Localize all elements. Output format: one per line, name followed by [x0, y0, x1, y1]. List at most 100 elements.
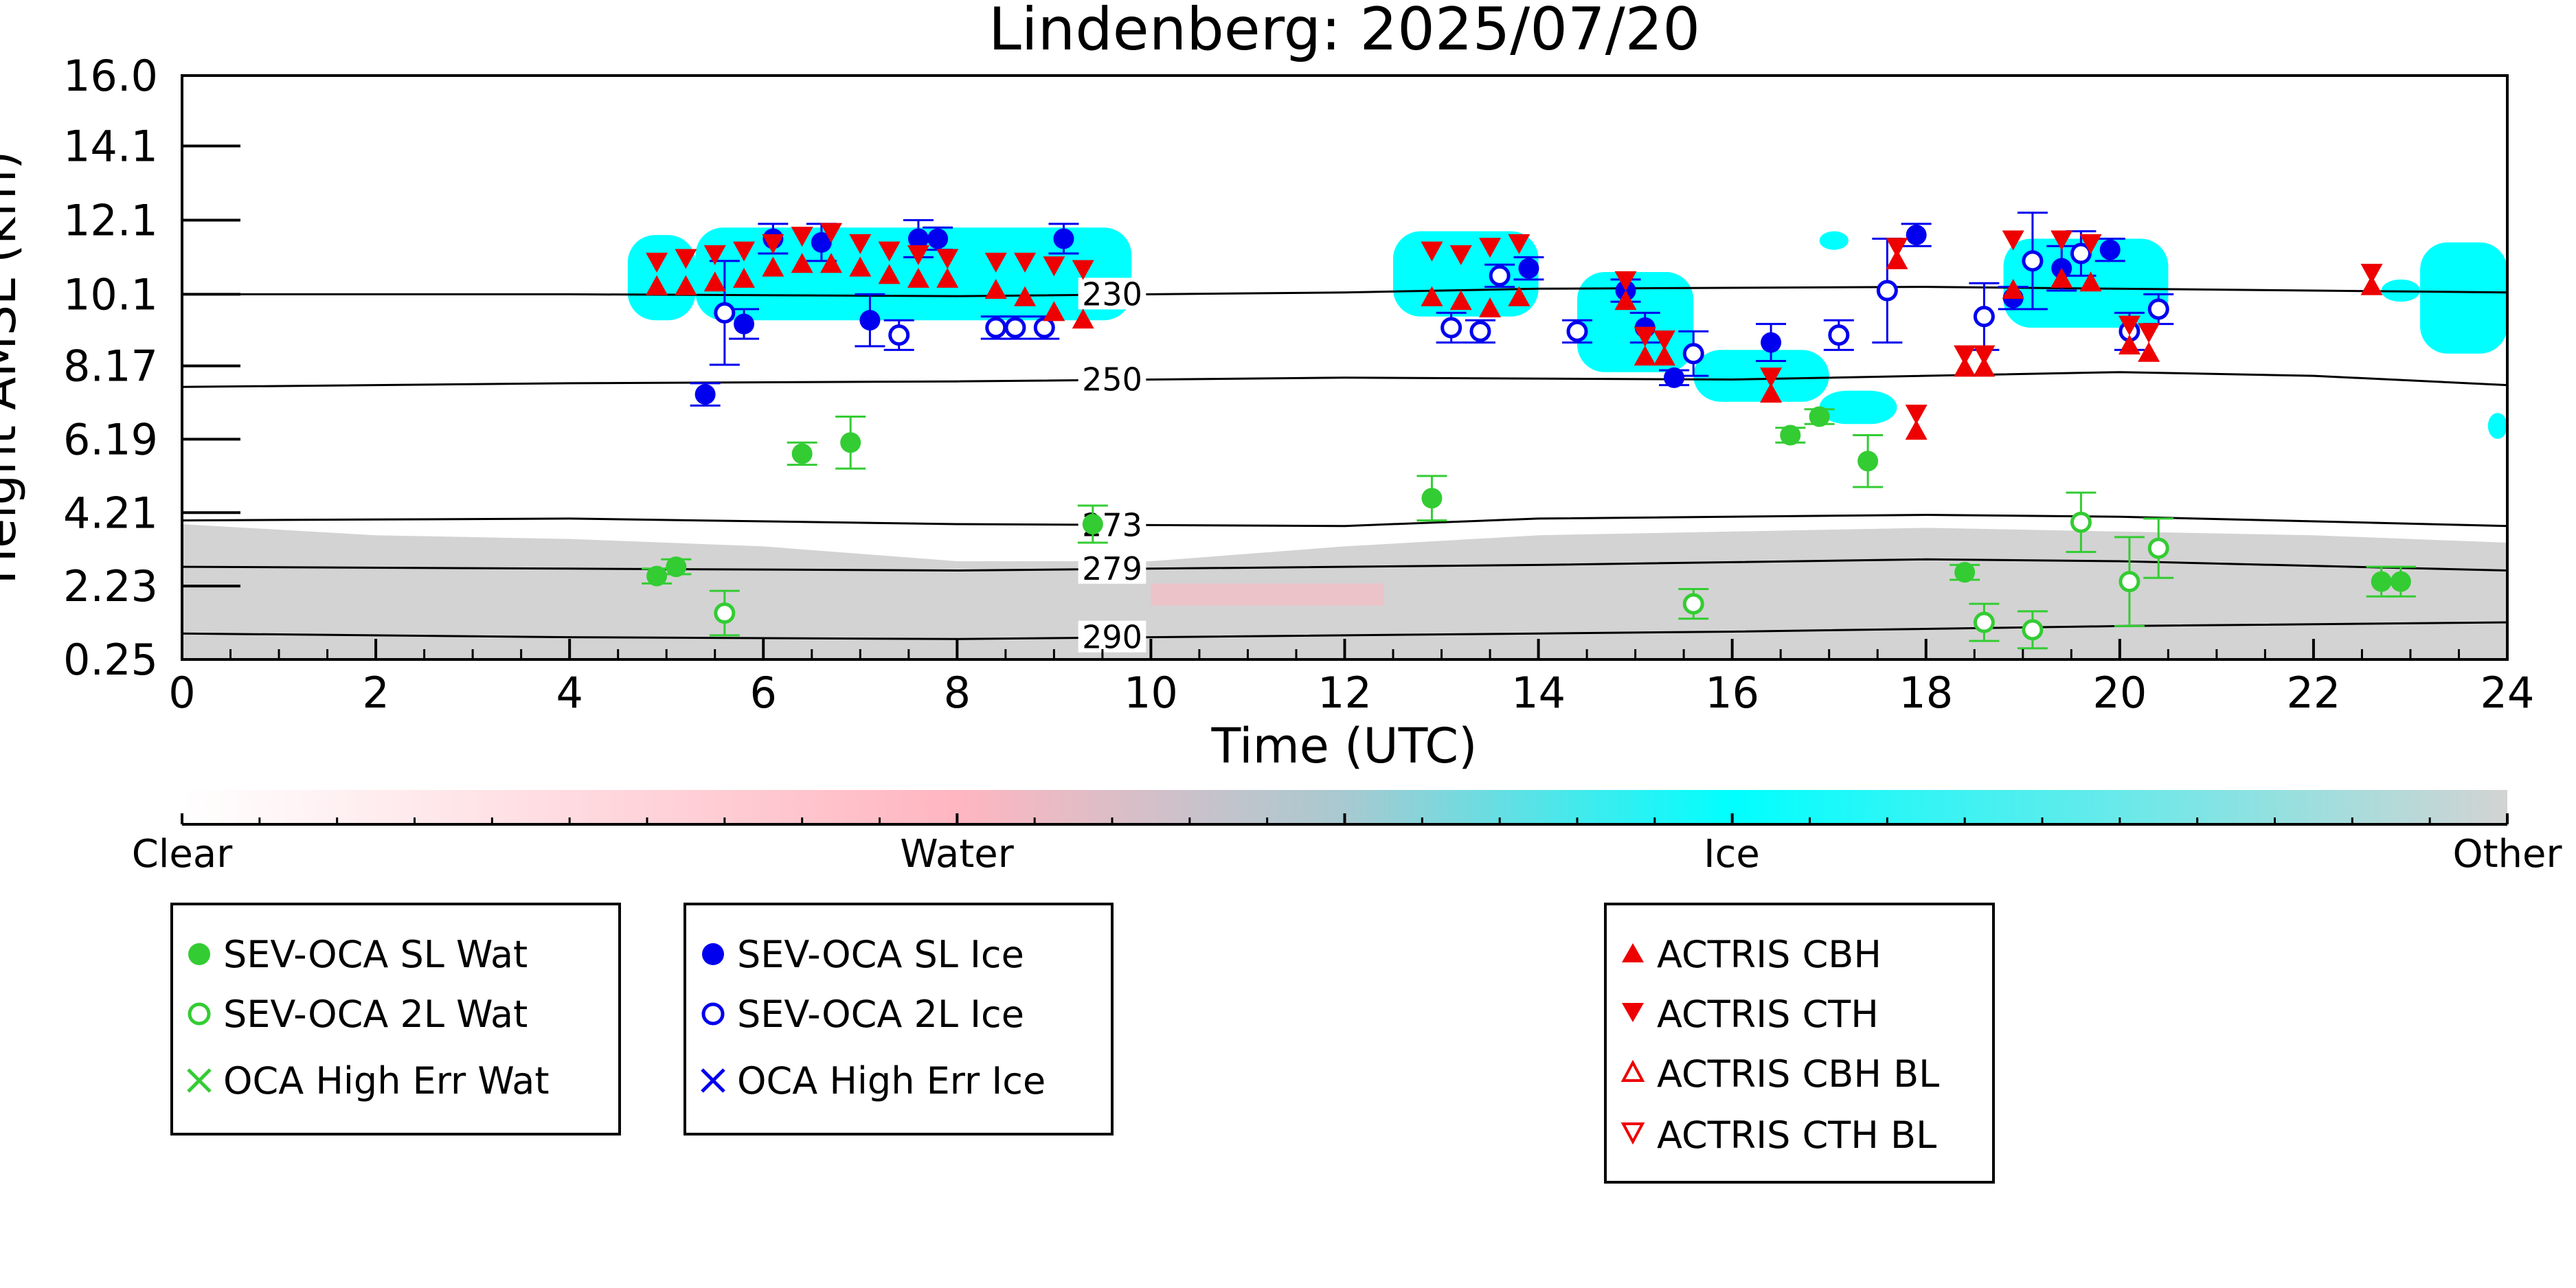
actris-cbh-point [646, 275, 668, 295]
sev-oca-2l-ice-point [714, 302, 736, 324]
colorbar-label-ice: Ice [1704, 832, 1760, 877]
sev-oca-sl-wat-point [1809, 406, 1830, 427]
legend-cbh-marker [1622, 943, 1644, 962]
sev-oca-sl-wat-point [2371, 571, 2392, 592]
legend-actris-box [1604, 903, 1995, 1184]
actris-cth-point [1905, 405, 1928, 425]
sev-oca-2l-wat-point [714, 602, 736, 624]
actris-cbh-point [849, 256, 872, 277]
contour-label-bg [1078, 620, 1146, 653]
actris-cth-point [1634, 326, 1656, 347]
legend-ice: SEV-OCA SL Ice SEV-OCA 2L Ice OCA High E… [683, 903, 1114, 1136]
y-axis-label: Height AMSL (km) [0, 151, 27, 585]
actris-cbh-point [1479, 297, 1502, 317]
colorbar: Clear Water Ice Other [132, 790, 2562, 877]
colorbar-label-clear: Clear [132, 832, 233, 877]
actris-cth-point [820, 223, 842, 243]
actris-cth-point [675, 249, 697, 269]
y-tick-label: 14.1 [63, 122, 158, 172]
actris-cbh-point [733, 267, 756, 288]
ice-class-region [2420, 242, 2507, 354]
x-tick-label: 0 [168, 668, 195, 718]
actris-cth-point [1614, 271, 1637, 291]
legend-2l-wat-label: SEV-OCA 2L Wat [223, 993, 528, 1036]
legend-sl-wat-label: SEV-OCA SL Wat [223, 933, 528, 976]
sev-oca-2l-ice-point [1876, 280, 1898, 302]
actris-cbh-point [2079, 271, 2102, 292]
contour-label-bg [1078, 552, 1146, 584]
x-tick-label: 20 [2092, 668, 2147, 718]
contour-230 [182, 286, 2508, 297]
ice-class-region [1693, 350, 1829, 402]
actris-cth-point [2079, 234, 2102, 254]
actris-cth-point [1886, 238, 1908, 258]
actris-cth-point [984, 252, 1007, 273]
actris-cth-point [1014, 252, 1037, 273]
x-tick-label: 8 [944, 668, 971, 718]
legend-higherr-wat-marker [187, 1068, 212, 1093]
actris-cth-point [1479, 238, 1502, 258]
actris-cth-point [849, 234, 872, 254]
actris-cth-point [2138, 323, 2160, 343]
sev-oca-2l-wat-point [2147, 537, 2169, 559]
contour-label-250: 250 [1082, 361, 1142, 398]
legend-2l-ice-label: SEV-OCA 2L Ice [737, 993, 1024, 1036]
actris-cth-point [1760, 368, 1783, 388]
x-tick-label: 10 [1124, 668, 1178, 718]
sev-oca-sl-ice-point [1053, 228, 1074, 249]
sev-oca-sl-wat-point [1780, 425, 1801, 446]
legend-cbh-bl-label: ACTRIS CBH BL [1657, 1052, 1939, 1096]
actris-cth-point [791, 227, 813, 247]
contour-label-bg [1078, 278, 1146, 310]
actris-cbh-point [703, 271, 726, 292]
legend-higherr-ice-label: OCA High Err Ice [737, 1059, 1046, 1103]
actris-cbh-point [762, 256, 784, 277]
actris-cbh-point [791, 253, 813, 273]
actris-cbh-point [1954, 357, 1976, 377]
sev-oca-2l-ice-point [1440, 317, 1462, 339]
actris-cth-point [936, 249, 959, 269]
sev-oca-sl-ice-point [1518, 258, 1539, 279]
actris-cbh-point [2138, 341, 2160, 362]
actris-cth-point [1954, 345, 1976, 365]
sev-oca-sl-wat-point [1082, 514, 1103, 535]
contour-label-230: 230 [1082, 275, 1142, 313]
sev-oca-sl-ice-point [1664, 367, 1685, 388]
actris-cbh-point [907, 267, 929, 288]
sev-oca-sl-ice-point [859, 310, 881, 331]
data-markers [646, 223, 2411, 641]
legend-actris: ACTRIS CBH ACTRIS CTH ACTRIS CBH BL ACTR… [1604, 903, 1995, 1184]
actris-cth-point [1421, 241, 1443, 262]
actris-cbh-point [1905, 420, 1928, 440]
legend-higherr-wat-label: OCA High Err Wat [223, 1059, 550, 1103]
axes: 0 2 4 6 8 10 12 14 16 18 20 22 240.252.234.216.198.1… [63, 51, 2535, 718]
legend-cth-bl-marker [1620, 1122, 1645, 1145]
actris-cbh-point [1614, 290, 1637, 310]
sev-oca-2l-wat-point [1682, 593, 1704, 615]
contour-label-bg [1078, 363, 1146, 395]
sev-oca-2l-ice-point [2070, 242, 2092, 264]
contour-label-279: 279 [1082, 550, 1142, 587]
actris-cbh-point [1421, 286, 1443, 306]
sev-oca-sl-wat-point [791, 443, 813, 464]
legend-higherr-ice-marker [701, 1068, 725, 1093]
y-tick-label: 0.25 [63, 635, 158, 685]
actris-cbh-point [2050, 267, 2073, 288]
actris-cbh-point [936, 267, 959, 288]
legend-water: SEV-OCA SL Wat SEV-OCA 2L Wat OCA High E… [170, 903, 621, 1136]
water-class-region [1151, 583, 1383, 606]
x-tick-label: 16 [1705, 668, 1759, 718]
actris-cth-point [1653, 330, 1675, 351]
sev-oca-sl-ice-point [907, 228, 929, 249]
x-tick-label: 24 [2481, 668, 2535, 718]
sev-oca-2l-ice-point [888, 324, 910, 346]
sev-oca-2l-wat-point [1973, 611, 1995, 633]
sev-oca-sl-wat-point [1421, 488, 1443, 509]
actris-cbh-point [2002, 279, 2024, 300]
ice-class-region [2487, 413, 2507, 439]
sev-oca-2l-ice-point [1566, 320, 1588, 342]
ice-class-region [627, 235, 696, 321]
y-tick-label: 4.21 [63, 488, 158, 538]
sev-oca-2l-wat-point [2022, 619, 2044, 641]
actris-cbh-point [1634, 346, 1656, 366]
